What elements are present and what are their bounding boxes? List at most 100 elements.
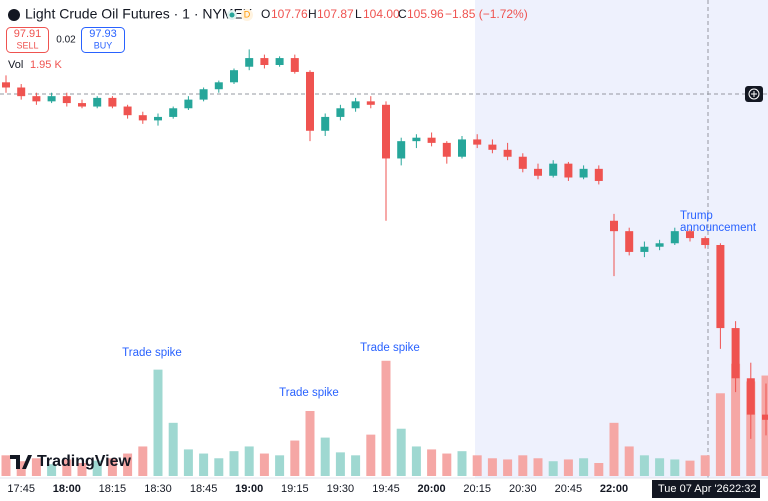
badge-bg bbox=[241, 9, 253, 21]
candle-body bbox=[412, 137, 421, 142]
volume-bar bbox=[168, 422, 178, 476]
volume-bar bbox=[259, 453, 269, 476]
volume-bar bbox=[199, 453, 209, 476]
x-tick-label: 19:30 bbox=[327, 483, 355, 495]
volume-bar bbox=[533, 458, 543, 476]
volume-bar bbox=[655, 458, 665, 476]
volume-bar bbox=[77, 463, 87, 476]
volume-bar bbox=[275, 455, 285, 476]
o-value: 107.76 bbox=[271, 7, 308, 21]
candle-body bbox=[199, 89, 208, 100]
candle-body bbox=[427, 137, 436, 143]
candle-body bbox=[686, 231, 694, 239]
sell-price[interactable]: 97.91 bbox=[14, 28, 42, 40]
sell-button[interactable] bbox=[6, 27, 49, 53]
candle-body bbox=[701, 238, 710, 245]
candle-body bbox=[275, 58, 284, 65]
add-icon-plus bbox=[751, 91, 757, 97]
status-dot-inner bbox=[229, 12, 235, 18]
candle-body bbox=[397, 141, 406, 159]
h-value: 107.87 bbox=[317, 7, 354, 21]
x-tick-label: 18:00 bbox=[53, 483, 81, 495]
buy-price[interactable]: 97.93 bbox=[89, 28, 117, 40]
buy-button[interactable] bbox=[81, 27, 125, 53]
candle-body bbox=[655, 243, 664, 247]
x-tick-label: 19:15 bbox=[281, 483, 309, 495]
annotation: Trump bbox=[680, 210, 713, 222]
volume-bar bbox=[503, 459, 513, 476]
volume-bar bbox=[153, 369, 163, 476]
vol-value: 1.95 K bbox=[30, 59, 62, 71]
x-tick-label: 20:45 bbox=[555, 483, 583, 495]
candle-body bbox=[366, 101, 375, 105]
sell-label[interactable]: SELL bbox=[16, 40, 38, 50]
h-label: H bbox=[308, 7, 317, 21]
candle-body bbox=[93, 97, 102, 107]
candle-body bbox=[78, 103, 86, 107]
candle-body bbox=[488, 144, 497, 150]
add-icon[interactable] bbox=[748, 88, 760, 100]
volume-bar bbox=[731, 363, 741, 476]
volume-bar bbox=[715, 393, 725, 476]
x-tick-label: 17:45 bbox=[7, 483, 35, 495]
cursor-date: Tue 07 Apr '26 bbox=[658, 483, 729, 495]
cursor-time: 22:32 bbox=[729, 483, 757, 495]
candle-body bbox=[2, 82, 10, 88]
volume-bar bbox=[16, 461, 26, 476]
candle-body bbox=[184, 99, 193, 109]
candle-body bbox=[47, 96, 56, 102]
symbol-title: Light Crude Oil Futures · 1 · NYMEX bbox=[25, 6, 253, 22]
x-tick-label: 19:00 bbox=[235, 483, 263, 495]
candle-body bbox=[32, 96, 41, 102]
x-tick-label: 20:00 bbox=[418, 483, 446, 495]
candle-body bbox=[290, 58, 299, 72]
volume-bar bbox=[1, 455, 11, 476]
x-tick-label: 22:00 bbox=[600, 483, 628, 495]
volume-bar bbox=[244, 446, 254, 476]
annotation: Trade spike bbox=[360, 342, 420, 354]
volume-bar bbox=[31, 458, 41, 476]
cursor-date-box bbox=[652, 480, 760, 498]
candle-body bbox=[62, 96, 71, 104]
x-tick-label: 20:30 bbox=[509, 483, 537, 495]
c-label: C bbox=[398, 7, 407, 21]
candle-body bbox=[640, 246, 649, 252]
spread: 0.02 bbox=[56, 35, 76, 46]
logo-icon bbox=[10, 455, 32, 469]
volume-bar bbox=[411, 446, 421, 476]
volume-bar bbox=[427, 449, 437, 476]
volume-bar bbox=[761, 375, 768, 476]
candle-body bbox=[503, 149, 512, 157]
volume-bar bbox=[594, 463, 604, 476]
l-label: L bbox=[355, 7, 362, 21]
volume-bar bbox=[123, 453, 133, 476]
l-value: 104.00 bbox=[363, 7, 400, 21]
candle-body bbox=[594, 168, 603, 181]
volume-bar bbox=[305, 411, 315, 476]
candle-body bbox=[108, 97, 117, 107]
x-tick-label: 19:45 bbox=[372, 483, 400, 495]
candle-body bbox=[169, 108, 178, 117]
volume-bar bbox=[92, 460, 102, 476]
candle-body bbox=[746, 378, 755, 415]
volume-bar bbox=[107, 458, 117, 476]
candle-body bbox=[123, 106, 132, 116]
candle-body bbox=[336, 108, 345, 117]
candle-body bbox=[351, 101, 360, 109]
candle-body bbox=[762, 414, 768, 420]
vol-label: Vol bbox=[8, 59, 23, 71]
volume-bar bbox=[670, 459, 680, 476]
candle-body bbox=[17, 87, 26, 97]
volume-bar bbox=[381, 360, 391, 476]
volume-bar bbox=[290, 440, 300, 476]
buy-label[interactable]: BUY bbox=[94, 40, 113, 50]
candle-body bbox=[625, 231, 634, 252]
x-tick-label: 18:45 bbox=[190, 483, 218, 495]
o-label: O bbox=[261, 7, 270, 21]
symbol-icon bbox=[8, 9, 20, 21]
candle-body bbox=[245, 58, 254, 67]
x-tick-label: 20:15 bbox=[463, 483, 491, 495]
volume-bar bbox=[472, 455, 482, 476]
candle-body bbox=[458, 139, 466, 157]
